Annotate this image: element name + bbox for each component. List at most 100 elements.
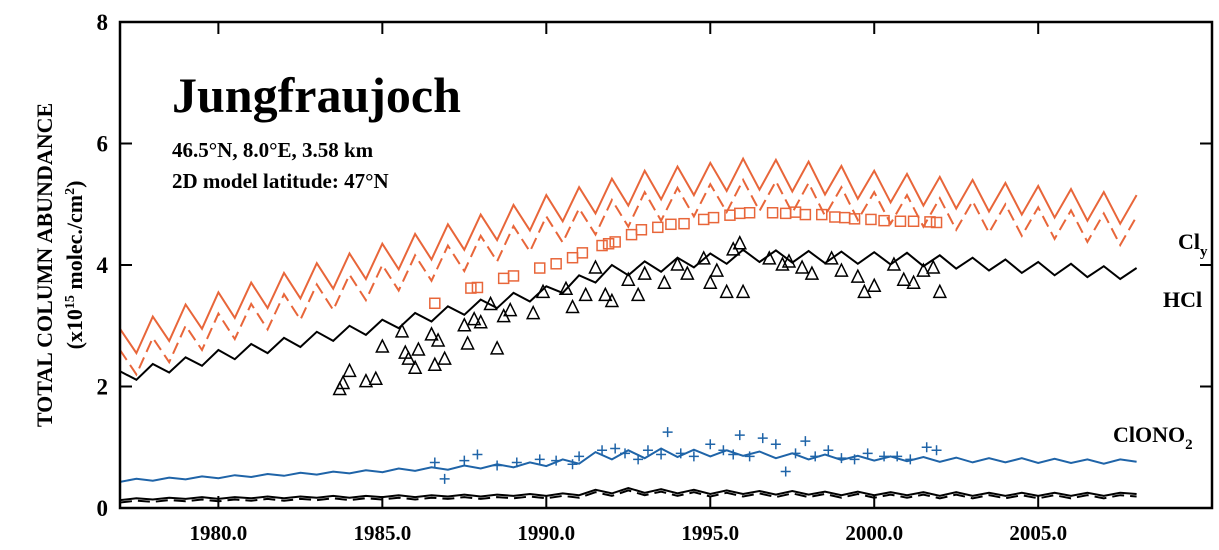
series-line xyxy=(120,489,1137,504)
marker-triangle xyxy=(588,259,603,274)
marker-plus xyxy=(567,459,578,470)
marker-triangle xyxy=(604,292,620,308)
marker-triangle xyxy=(411,341,426,356)
marker-square xyxy=(576,247,589,259)
marker-triangle xyxy=(473,314,488,329)
marker-plus xyxy=(862,448,873,459)
marker-square xyxy=(848,213,861,225)
marker-square xyxy=(734,207,746,220)
marker-plus xyxy=(688,451,699,462)
series-label: ClONO2 xyxy=(1113,422,1193,453)
label-sub: 2 xyxy=(1185,437,1193,453)
subtitle: 46.5°N, 8.0°E, 3.58 km xyxy=(172,138,374,162)
marker-plus xyxy=(705,439,716,450)
chart-title: Jungfraujoch xyxy=(172,67,461,123)
marker-plus xyxy=(790,448,801,459)
marker-plus xyxy=(675,448,686,459)
marker-triangle xyxy=(916,262,931,277)
marker-square xyxy=(838,211,851,224)
plot-area xyxy=(120,156,1138,504)
marker-plus xyxy=(931,445,942,456)
marker-square xyxy=(894,215,907,228)
marker-square xyxy=(924,216,936,228)
marker-square xyxy=(707,211,720,224)
marker-plus xyxy=(492,460,503,471)
marker-triangle xyxy=(906,274,921,289)
marker-square xyxy=(878,214,890,227)
marker-triangle xyxy=(735,283,751,299)
marker-triangle xyxy=(489,340,505,355)
marker-triangle xyxy=(430,332,446,347)
marker-triangle xyxy=(342,362,357,378)
marker-triangle xyxy=(719,283,734,299)
marker-triangle xyxy=(598,286,613,302)
marker-plus xyxy=(656,449,667,460)
marker-plus xyxy=(610,443,621,454)
series-line xyxy=(120,486,1137,502)
marker-square xyxy=(465,282,477,294)
marker-triangle xyxy=(525,304,541,320)
x-tick-label: 1980.0 xyxy=(190,521,248,545)
marker-triangle xyxy=(703,274,718,289)
marker-plus xyxy=(620,448,631,459)
marker-plus xyxy=(905,454,916,465)
marker-square xyxy=(566,251,579,264)
marker-square xyxy=(497,272,510,285)
y-tick-label: 8 xyxy=(97,10,109,35)
marker-triangle xyxy=(535,283,551,299)
label-text: Cl xyxy=(1178,229,1200,254)
marker-square xyxy=(635,224,648,236)
marker-plus xyxy=(780,466,791,477)
marker-plus xyxy=(597,445,608,456)
series-line xyxy=(120,156,1138,356)
marker-triangle xyxy=(637,265,652,280)
marker-plus xyxy=(734,430,745,441)
y-unit-part: molec./cm xyxy=(62,195,87,295)
marker-triangle xyxy=(732,235,747,250)
marker-plus xyxy=(429,457,440,468)
marker-triangle xyxy=(926,259,941,274)
label-text: HCl xyxy=(1163,287,1202,312)
marker-plus xyxy=(718,445,729,456)
marker-square xyxy=(829,211,841,223)
label-sub: y xyxy=(1200,244,1208,260)
marker-square xyxy=(596,239,608,252)
marker-triangle xyxy=(794,259,810,274)
marker-square xyxy=(816,208,828,221)
x-tick-label: 1985.0 xyxy=(353,521,411,545)
marker-triangle xyxy=(867,277,882,293)
marker-triangle xyxy=(466,310,482,326)
marker-plus xyxy=(534,454,545,465)
marker-triangle xyxy=(804,265,820,280)
marker-plus xyxy=(892,451,903,462)
marker-square xyxy=(799,208,812,221)
marker-square xyxy=(865,213,877,226)
marker-square xyxy=(779,207,792,220)
marker-square xyxy=(766,207,779,219)
x-tick-label: 1990.0 xyxy=(517,521,575,545)
marker-triangle xyxy=(680,265,695,280)
marker-square xyxy=(743,207,756,219)
marker-plus xyxy=(551,455,562,466)
marker-plus xyxy=(574,451,585,462)
marker-square xyxy=(907,215,920,228)
marker-square xyxy=(665,218,677,231)
marker-plus xyxy=(662,427,673,438)
marker-triangle xyxy=(781,253,797,268)
marker-plus xyxy=(757,433,768,444)
marker-triangle xyxy=(850,268,866,283)
marker-plus xyxy=(823,445,834,456)
marker-triangle xyxy=(558,280,574,296)
y-tick-label: 2 xyxy=(97,375,109,400)
marker-plus xyxy=(879,451,890,462)
marker-triangle xyxy=(621,271,636,286)
marker-plus xyxy=(642,445,653,456)
marker-triangle xyxy=(460,335,475,350)
y-unit-part: ) xyxy=(62,181,87,188)
marker-triangle xyxy=(483,295,498,311)
marker-triangle xyxy=(775,256,790,271)
marker-plus xyxy=(770,439,781,450)
plot-frame xyxy=(118,20,1214,510)
